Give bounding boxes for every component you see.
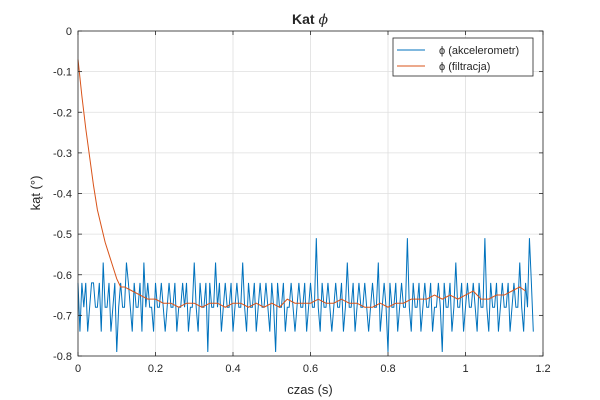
series-line-1 [77, 59, 526, 308]
series-layer [77, 59, 534, 352]
y-tick-label: -0.2 [53, 107, 72, 119]
legend-label-0: ϕ (akcelerometr) [439, 45, 519, 57]
x-tick-label: 1.2 [535, 363, 550, 375]
y-tick-label: 0 [66, 26, 72, 38]
legend-box [392, 37, 534, 77]
legend: ϕ (akcelerometr) ϕ (filtracja) [392, 37, 534, 77]
x-tick-label: 0.2 [148, 363, 163, 375]
y-tick-label: -0.7 [53, 310, 72, 322]
chart-title-text: Kat [292, 11, 318, 27]
x-tick-label: 0.4 [225, 363, 240, 375]
y-tick-label: -0.3 [53, 148, 72, 160]
x-tick-label: 1 [462, 363, 468, 375]
x-axis-label: czas (s) [287, 382, 333, 397]
x-tick-label: 0 [75, 363, 81, 375]
y-axis-label: kąt (°) [28, 176, 43, 211]
x-tick-label: 0.6 [303, 363, 318, 375]
tick-layer: 0 0.2 0.4 0.6 0.8 1 1.2 0 -0.1 -0.2 -0.3 -0.4 -0.5 -0… [53, 26, 551, 375]
chart-title: Kat ϕ [292, 11, 328, 28]
y-tick-label: -0.4 [53, 189, 72, 201]
x-tick-label: 0.8 [380, 363, 395, 375]
y-tick-label: -0.1 [53, 67, 72, 79]
series-line-0 [77, 238, 534, 352]
legend-label-1: ϕ (filtracja) [439, 61, 490, 73]
y-tick-label: -0.8 [53, 351, 72, 363]
y-tick-label: -0.6 [53, 270, 72, 282]
y-tick-label: -0.5 [53, 229, 72, 241]
chart-title-symbol: ϕ [318, 12, 328, 28]
